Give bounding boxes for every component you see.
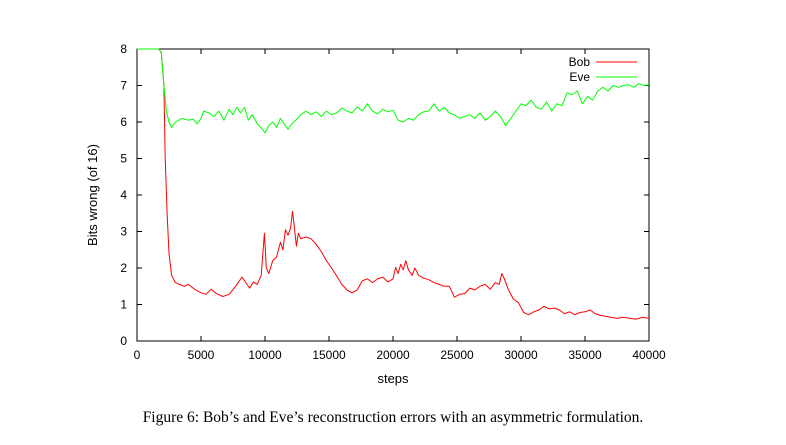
y-axis-ticks: 0 1 2 3 4 5 6 7 8 — [120, 42, 649, 348]
x-tick-label: 15000 — [312, 348, 346, 362]
y-tick-label: 8 — [120, 42, 127, 56]
y-tick-label: 7 — [120, 79, 127, 93]
y-tick-label: 1 — [120, 298, 127, 312]
x-tick-label: 5000 — [188, 348, 215, 362]
y-tick-label: 5 — [120, 152, 127, 166]
x-axis-label: steps — [377, 371, 409, 386]
figure-caption: Figure 6: Bob’s and Eve’s reconstruction… — [142, 409, 644, 426]
x-tick-label: 30000 — [504, 348, 538, 362]
x-tick-label: 35000 — [568, 348, 602, 362]
legend-label-bob: Bob — [569, 55, 591, 69]
y-tick-label: 4 — [120, 188, 127, 202]
y-tick-label: 3 — [120, 225, 127, 239]
x-tick-label: 40000 — [632, 348, 666, 362]
plot-area-frame — [136, 48, 650, 342]
y-tick-label: 2 — [120, 261, 127, 275]
x-tick-label: 10000 — [248, 348, 282, 362]
legend-label-eve: Eve — [569, 70, 590, 84]
x-tick-label: 20000 — [376, 348, 410, 362]
y-tick-label: 0 — [120, 334, 127, 348]
x-tick-label: 25000 — [440, 348, 474, 362]
x-axis-ticks: 0 5000 10000 15000 20000 25000 30000 35000 40000 — [134, 49, 666, 362]
series-layer — [137, 48, 650, 320]
y-axis-label: Bits wrong (of 16) — [85, 144, 100, 246]
y-tick-label: 6 — [120, 115, 127, 129]
x-tick-label: 0 — [134, 348, 141, 362]
series-line-eve — [137, 48, 650, 134]
series-line-bob — [137, 48, 650, 320]
